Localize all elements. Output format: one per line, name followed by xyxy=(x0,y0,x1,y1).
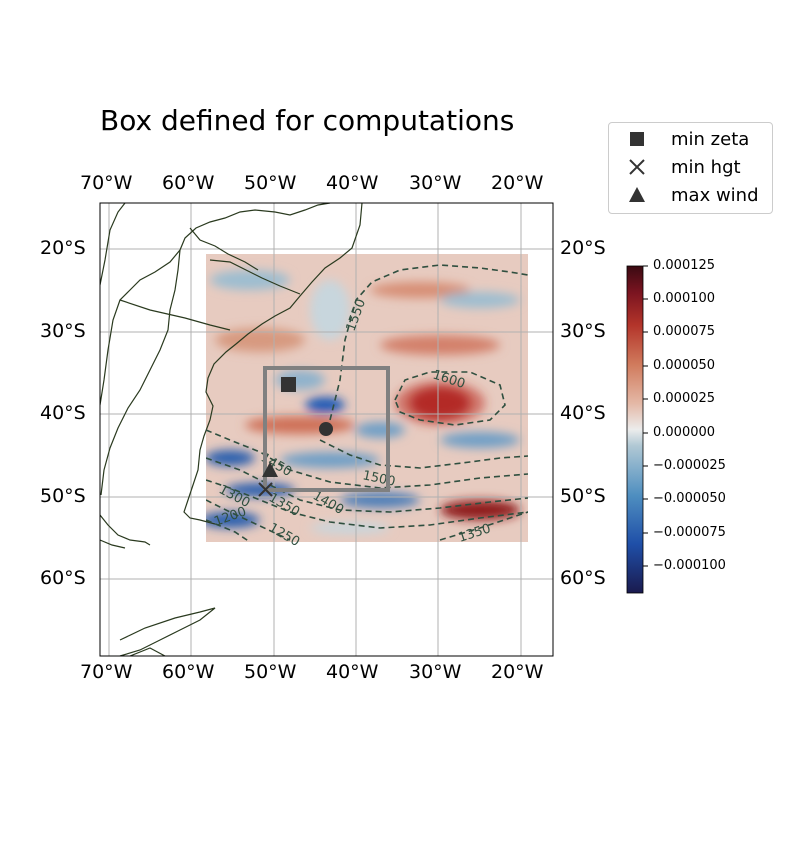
colorbar-tick-label: −0.000100 xyxy=(653,558,726,573)
colorbar-tick-label: 0.000000 xyxy=(653,425,716,440)
legend: min zeta min hgt max wind xyxy=(608,122,773,214)
lon-label-top: 60°W xyxy=(162,172,215,194)
lon-label-top: 20°W xyxy=(491,172,544,194)
lat-label-left: 60°S xyxy=(40,567,86,589)
lat-label-left: 50°S xyxy=(40,485,86,507)
legend-label: min hgt xyxy=(671,157,741,178)
vorticity-field xyxy=(206,254,528,542)
colorbar-ticks xyxy=(643,265,648,567)
gridlines xyxy=(100,203,553,656)
lat-label-left: 30°S xyxy=(40,320,86,342)
lat-label-right: 60°S xyxy=(560,567,606,589)
legend-item-min-hgt: min hgt xyxy=(609,155,772,179)
center-marker xyxy=(319,422,333,436)
legend-item-min-zeta: min zeta xyxy=(609,127,772,151)
lat-label-left: 20°S xyxy=(40,237,86,259)
lon-label-top: 40°W xyxy=(326,172,379,194)
lon-label-top: 50°W xyxy=(244,172,297,194)
lon-label-bottom: 50°W xyxy=(244,661,297,683)
legend-label: min zeta xyxy=(671,129,750,150)
coastlines xyxy=(100,203,363,656)
colorbar-tick-label: 0.000025 xyxy=(653,391,716,406)
computation-box xyxy=(263,366,390,492)
lon-label-bottom: 70°W xyxy=(80,661,133,683)
min-hgt-marker xyxy=(258,482,273,497)
lon-label-bottom: 60°W xyxy=(162,661,215,683)
height-contours xyxy=(206,264,528,542)
lon-label-top: 70°W xyxy=(80,172,133,194)
square-icon xyxy=(630,132,644,146)
lat-label-right: 20°S xyxy=(560,237,606,259)
colorbar-tick-label: −0.000075 xyxy=(653,525,726,540)
colorbar-tick-label: −0.000025 xyxy=(653,458,726,473)
map-frame xyxy=(99,202,554,657)
legend-item-max-wind: max wind xyxy=(609,183,772,207)
lon-label-top: 30°W xyxy=(409,172,462,194)
map-title: Box defined for computations xyxy=(100,104,515,137)
lat-label-right: 40°S xyxy=(560,402,606,424)
x-mark-icon xyxy=(629,159,645,175)
lon-label-bottom: 20°W xyxy=(491,661,544,683)
colorbar-tick-label: 0.000075 xyxy=(653,324,716,339)
lat-label-right: 30°S xyxy=(560,320,606,342)
max-wind-marker xyxy=(262,462,278,477)
min-zeta-marker xyxy=(281,377,296,392)
colorbar-tick-label: 0.000050 xyxy=(653,358,716,373)
lat-label-left: 40°S xyxy=(40,402,86,424)
lat-label-right: 50°S xyxy=(560,485,606,507)
colorbar xyxy=(626,265,644,594)
colorbar-tick-label: −0.000050 xyxy=(653,491,726,506)
colorbar-tick-label: 0.000125 xyxy=(653,258,716,273)
lon-label-bottom: 30°W xyxy=(409,661,462,683)
colorbar-tick-label: 0.000100 xyxy=(653,291,716,306)
lon-label-bottom: 40°W xyxy=(326,661,379,683)
triangle-icon xyxy=(629,187,645,202)
legend-label: max wind xyxy=(671,185,759,206)
